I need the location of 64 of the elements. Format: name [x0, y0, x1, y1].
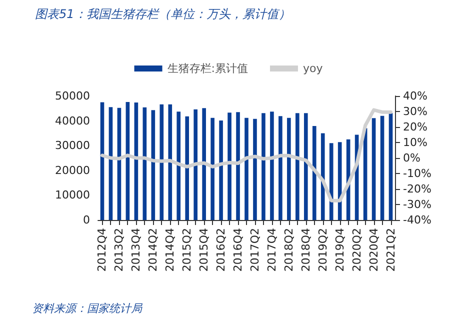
y2-tick-label: 0%: [403, 152, 420, 164]
x-tick-label: 2017Q2: [248, 228, 262, 272]
y2-tick-label: -30%: [403, 198, 432, 211]
y-tick-label: 40000: [55, 114, 90, 128]
y2-tick-label: 10%: [403, 136, 428, 149]
y2-tick-label: -20%: [403, 182, 432, 196]
x-tick-label: 2016Q2: [214, 228, 228, 272]
bar: [176, 112, 181, 220]
x-tick-label: 2020Q2: [350, 228, 364, 272]
x-tick-label: 2014Q2: [146, 228, 160, 272]
bar: [151, 110, 156, 220]
bar: [253, 118, 257, 220]
y-tick-label: 30000: [55, 139, 90, 152]
x-tick-label: 2017Q4: [265, 228, 278, 272]
bar: [168, 104, 172, 220]
x-tick-label: 2016Q4: [232, 228, 245, 272]
x-tick-label: 2012Q4: [96, 228, 109, 272]
y2-tick-label: 30%: [403, 105, 428, 118]
x-tick-label: 2018Q2: [282, 228, 296, 272]
x-tick-label: 2013Q2: [112, 228, 126, 272]
x-tick-label: 2014Q4: [164, 228, 177, 272]
bar: [160, 104, 164, 220]
legend-label: yoy: [302, 62, 324, 75]
bar: [236, 112, 240, 220]
y2-tick-label: 20%: [403, 120, 428, 134]
y-tick-label: 10000: [55, 188, 90, 202]
y2-tick-label: -10%: [403, 167, 432, 180]
bar: [262, 113, 266, 220]
bar: [278, 116, 282, 220]
chart-title: 图表51：我国生猪存栏（单位：万头，累计值）: [35, 7, 290, 21]
y2-tick-label: -40%: [403, 214, 432, 226]
bar: [380, 116, 384, 220]
legend-label: 生猪存栏:累计值: [167, 62, 248, 75]
bar: [388, 113, 393, 220]
bar: [219, 120, 223, 220]
bar: [270, 112, 274, 220]
y-tick-label: 0: [83, 214, 90, 226]
y2-tick-label: 40%: [403, 90, 428, 102]
line-series: [100, 108, 393, 202]
bar: [210, 118, 214, 220]
x-tick-label: 2019Q2: [316, 228, 330, 272]
bar: [228, 112, 232, 220]
y-tick-label: 50000: [55, 90, 90, 102]
bar: [320, 133, 325, 220]
bar: [296, 113, 300, 220]
x-tick-label: 2015Q4: [198, 228, 211, 272]
x-tick-label: 2013Q4: [130, 228, 143, 272]
bar: [287, 118, 291, 220]
bar: [312, 126, 316, 220]
x-tick-label: 2020Q4: [367, 228, 380, 272]
bar: [304, 113, 308, 220]
bar: [194, 109, 198, 220]
x-tick-label: 2019Q4: [333, 228, 346, 272]
bar: [244, 118, 248, 220]
bar: [372, 118, 376, 220]
bar: [185, 116, 190, 220]
bar: [202, 108, 206, 220]
x-tick-label: 2018Q4: [299, 228, 312, 272]
x-tick-label: 2021Q2: [384, 228, 398, 272]
bar: [338, 142, 342, 220]
bar: [329, 143, 334, 220]
x-tick-label: 2015Q2: [180, 228, 194, 272]
text: 资料来源：国家统计局: [32, 302, 143, 315]
y-tick-label: 20000: [55, 164, 90, 177]
